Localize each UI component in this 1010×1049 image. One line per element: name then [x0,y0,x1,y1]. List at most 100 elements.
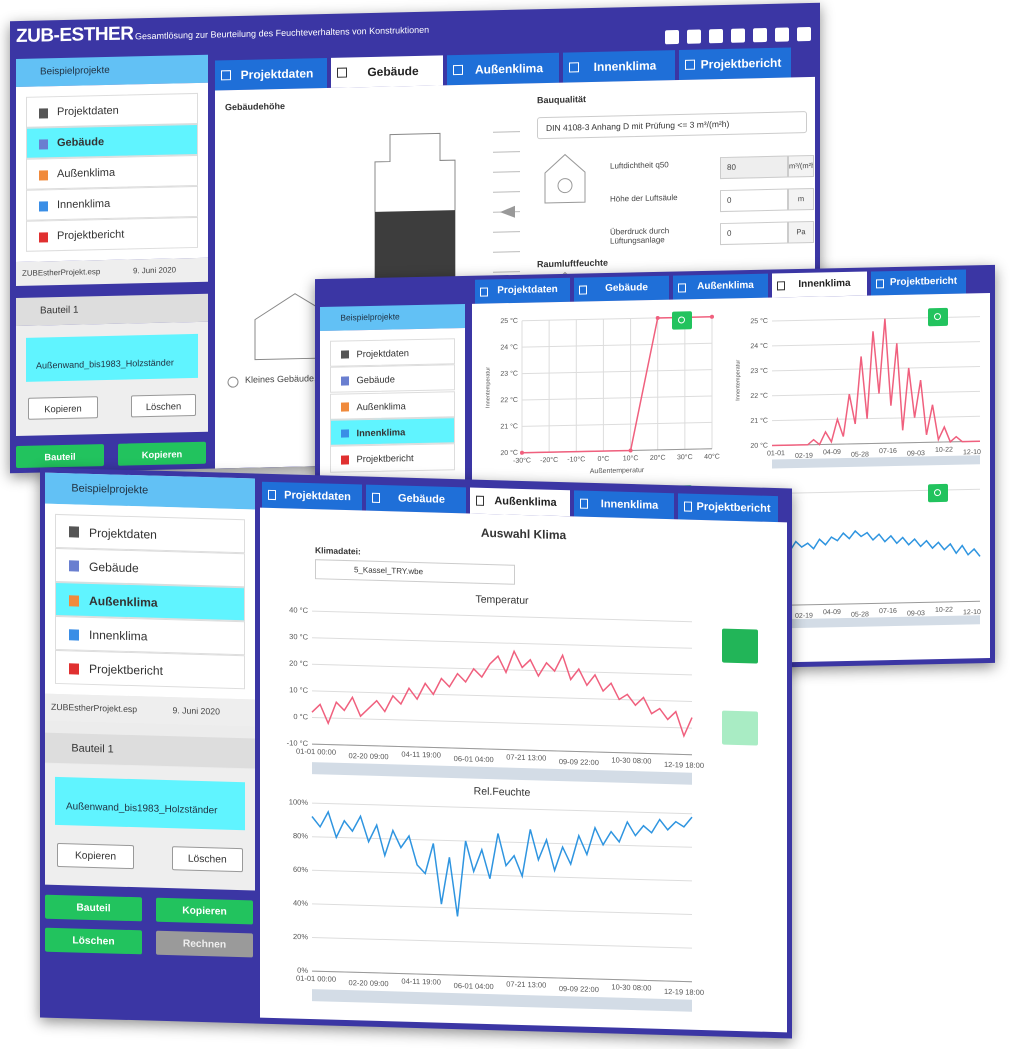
tab-icon [678,282,686,293]
tab-label: Gebäude [605,282,648,295]
tab[interactable]: Innenklima [772,271,867,298]
data-line [311,810,693,917]
nav-icon [39,138,48,150]
zoom-icon [678,316,685,324]
tab-label: Gebäude [367,63,419,80]
tab[interactable]: Projektdaten [475,277,570,304]
nav-item[interactable]: Außenklima [55,581,245,622]
toolbar-icon[interactable] [687,29,701,44]
zoom-button[interactable] [928,483,948,503]
nav-item[interactable]: Außenklima [330,390,455,420]
data-line [772,318,980,447]
nav-label: Innenklima [356,427,406,439]
select[interactable]: 5_Kassel_TRY.wbe [315,559,515,585]
nav-icon [341,376,349,386]
x-axis [312,743,692,756]
nav-item[interactable]: Außenklima [26,154,198,190]
copy-button[interactable]: Kopieren [57,842,134,869]
nav-item[interactable]: Gebäude [330,364,455,394]
toolbar-icon[interactable] [775,27,789,42]
copy-bauteil-button[interactable]: Kopieren [118,441,206,466]
tab[interactable]: Innenklima [574,490,674,520]
delete-button[interactable]: Löschen [171,845,243,873]
y-tick-label: 25 °C [750,317,768,325]
y-tick-label: 0 °C [293,712,308,721]
tab[interactable]: Gebäude [574,275,669,302]
toolbar-icon[interactable] [665,30,679,45]
tab-label: Innenklima [600,498,659,512]
compute-button[interactable]: Rechnen [156,930,253,958]
nav-item[interactable]: Gebäude [26,123,198,159]
x-axis-label: Außentemperatur [590,467,645,475]
input[interactable]: 80 [720,155,788,180]
nav-icon [69,594,80,607]
nav-item[interactable]: Innenklima [26,185,198,221]
nav-label: Innenklima [89,627,148,644]
grid-line [312,663,692,676]
nav-label: Projektdaten [89,525,157,542]
view-button[interactable] [722,628,758,664]
tab[interactable]: Außenklima [447,52,559,86]
copy-button[interactable]: Kopieren [28,396,98,420]
tab[interactable]: Außenklima [470,487,570,517]
nav-item[interactable]: Innenklima [55,616,245,656]
delete-bauteil-button[interactable]: Löschen [45,927,142,955]
x-axis [772,600,980,607]
grid-line [312,716,692,729]
x-tick-label: 12-19 18:00 [664,987,704,997]
tab-icon [777,280,785,290]
tab-icon [579,284,587,295]
nav-icon [341,429,349,438]
y-tick-label: 0% [297,966,308,975]
x-tick-label: 10-22 [935,607,953,614]
x-tick-label: -20°C [540,456,558,464]
view-button[interactable] [722,710,758,746]
toolbar-icon[interactable] [797,27,811,42]
nav-item[interactable]: Projektbericht [26,216,198,252]
x-tick-label: 40°C [704,452,720,460]
copy-bauteil-button[interactable]: Kopieren [156,897,253,925]
group-header: Beispielprojekte [16,54,208,88]
tab[interactable]: Gebäude [366,484,466,514]
y-tick-label: 40% [293,898,308,907]
height-arrow [500,205,515,218]
chart-title: Temperatur [475,593,529,606]
toolbar-icon[interactable] [731,28,745,43]
tab-label: Innenklima [593,58,657,74]
nav-label: Außenklima [89,593,158,610]
tab[interactable]: Projektdaten [215,57,327,91]
x-tick-label: 30°C [677,453,693,461]
nav-item[interactable]: Innenklima [330,417,455,446]
height-tick [493,151,520,153]
nav-item[interactable]: Gebäude [55,547,245,588]
nav-item[interactable]: Projektdaten [330,337,455,367]
input[interactable]: 0 [720,188,788,213]
tab[interactable]: Projektbericht [678,493,778,523]
tab[interactable]: Projektbericht [679,47,791,81]
input[interactable]: 0 [720,221,788,246]
field-label: Bauqualität [537,94,587,106]
bauteil-item[interactable]: Außenwand_bis1983_Holzständer [26,333,198,382]
tab[interactable]: Projektdaten [262,481,362,511]
tab[interactable]: Außenklima [673,273,768,300]
toolbar-icon[interactable] [709,29,723,44]
tab[interactable]: Gebäude [331,55,443,88]
delete-button[interactable]: Löschen [131,393,196,418]
x-tick-label: -10°C [567,455,585,463]
add-bauteil-button[interactable]: Bauteil [16,444,104,469]
grid-line [312,936,692,949]
nav-item[interactable]: Projektbericht [330,443,455,473]
x-tick-label: 09-03 [907,450,925,457]
tab[interactable]: Projektbericht [871,269,966,296]
grid-line [312,869,692,882]
toolbar-icon[interactable] [753,28,767,43]
tab[interactable]: Innenklima [563,50,675,83]
bauteil-item[interactable]: Außenwand_bis1983_Holzständer [55,776,245,831]
zoom-button[interactable] [672,311,692,330]
nav-item[interactable]: Projektdaten [26,92,198,128]
grid-line [772,316,980,322]
nav-item[interactable]: Projektdaten [55,513,245,554]
nav-item[interactable]: Projektbericht [55,650,245,690]
zoom-button[interactable] [928,307,948,327]
add-bauteil-button[interactable]: Bauteil [45,894,142,922]
